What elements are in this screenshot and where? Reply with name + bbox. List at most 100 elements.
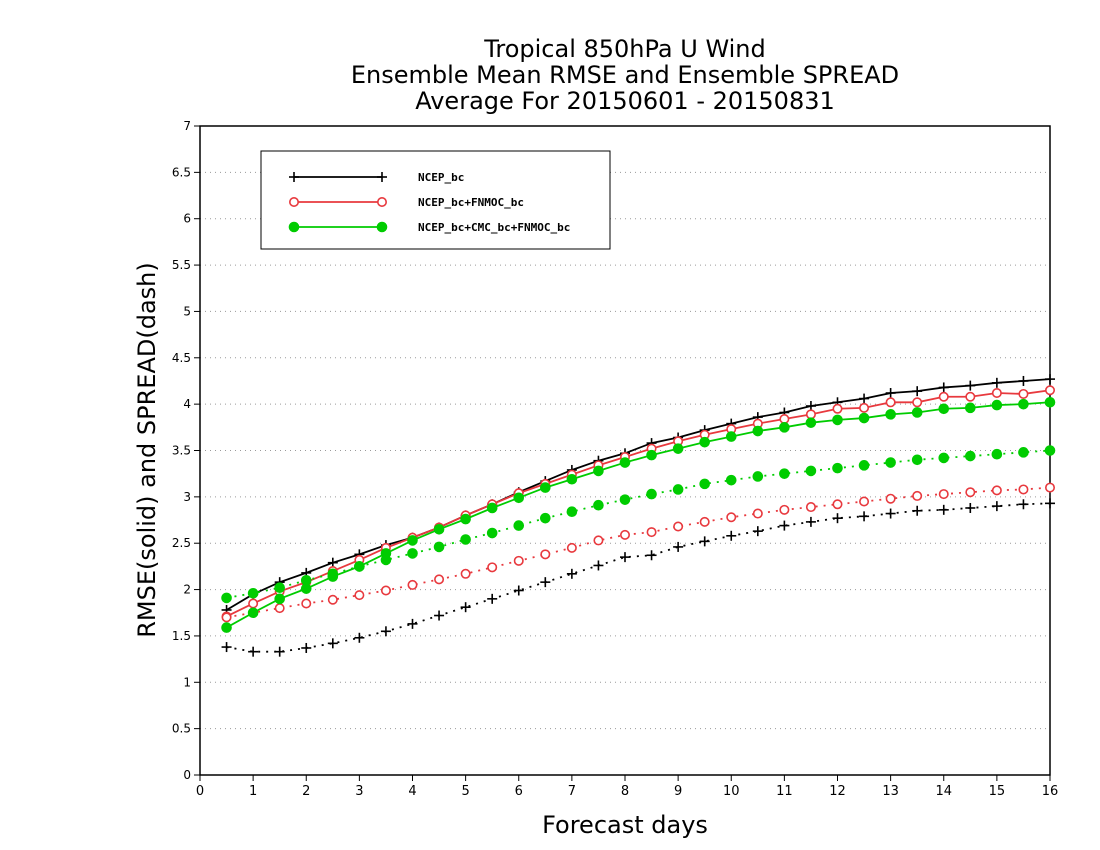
spread-line-ncep-bc: [226, 502, 1051, 653]
rmse-point: [566, 473, 578, 485]
rmse-point: [832, 414, 843, 426]
spread-point: [327, 638, 338, 649]
rmse-point: [433, 524, 445, 535]
rmse-point: [805, 417, 817, 428]
spread-point: [354, 632, 365, 643]
y-tick-label: 4.5: [172, 351, 191, 365]
spread-point: [274, 603, 285, 614]
spread-point: [460, 602, 471, 613]
chart-subtitle: Ensemble Mean RMSE and Ensemble SPREAD: [350, 61, 900, 89]
spread-point: [858, 460, 870, 471]
spread-point: [965, 487, 976, 498]
spread-point: [619, 529, 630, 540]
rmse-point: [540, 482, 551, 493]
spread-point: [620, 552, 630, 563]
spread-point: [805, 516, 816, 527]
chart-title-block: Tropical 850hPa U Wind Ensemble Mean RMS…: [200, 36, 1050, 114]
rmse-point: [859, 393, 870, 404]
chart-title: Tropical 850hPa U Wind: [484, 35, 766, 63]
rmse-point: [1018, 388, 1029, 399]
x-tick-label: 16: [1042, 784, 1059, 799]
rmse-point: [991, 399, 1003, 411]
spread-point: [593, 560, 604, 571]
spread-point: [301, 642, 312, 653]
rmse-point: [1045, 374, 1055, 385]
rmse-point: [912, 397, 923, 408]
rmse-point: [911, 407, 923, 418]
spread-point: [566, 542, 577, 553]
x-tick-label: 11: [776, 784, 793, 799]
rmse-point: [752, 425, 764, 437]
spread-point: [752, 526, 763, 537]
y-tick-label: 3: [183, 490, 191, 504]
chart-subtitle-period: Average For 20150601 - 20150831: [415, 87, 835, 115]
spread-point: [938, 489, 949, 500]
spread-point: [938, 452, 950, 464]
spread-point: [274, 582, 285, 594]
rmse-point: [646, 449, 657, 461]
spread-point: [221, 592, 232, 604]
spread-point: [380, 585, 391, 596]
rmse-point: [779, 413, 790, 424]
spread-point: [725, 474, 737, 486]
rmse-point: [407, 535, 418, 546]
spread-point: [513, 585, 524, 596]
spread-point: [805, 465, 817, 477]
spread-point: [540, 512, 551, 524]
rmse-point: [486, 502, 498, 514]
x-tick-label: 14: [935, 784, 952, 799]
spread-point: [912, 490, 923, 501]
spread-point: [354, 590, 365, 601]
spread-point: [646, 550, 657, 561]
x-tick-label: 7: [568, 784, 576, 799]
spread-point: [1018, 447, 1029, 458]
rmse-point: [513, 492, 525, 504]
spread-point: [593, 535, 604, 546]
spread-line-ncep-bc-fnmoc-bc: [226, 486, 1051, 619]
spread-point: [487, 593, 498, 604]
spread-point: [699, 478, 710, 490]
rmse-point: [885, 409, 896, 420]
spread-point: [965, 502, 976, 513]
rmse-point: [938, 391, 949, 402]
rmse-line-ncep-bc: [226, 378, 1051, 611]
x-tick-label: 1: [249, 784, 257, 799]
y-tick-label: 5: [183, 304, 191, 318]
x-tick-label: 13: [882, 784, 899, 799]
rmse-point: [593, 465, 604, 477]
y-tick-label: 0.5: [172, 722, 191, 736]
spread-point: [248, 646, 259, 657]
rmse-point: [885, 397, 896, 408]
y-tick-label: 6.5: [172, 165, 191, 179]
legend-marker: [377, 172, 387, 182]
rmse-point: [991, 377, 1002, 388]
rmse-point: [938, 382, 949, 393]
rmse-point: [248, 598, 259, 609]
spread-point: [832, 499, 843, 510]
rmse-point: [965, 380, 976, 391]
y-tick-label: 2: [183, 583, 191, 597]
y-tick-label: 7: [183, 119, 191, 133]
y-tick-label: 2.5: [172, 536, 191, 550]
rmse-point: [1018, 398, 1029, 410]
spread-point: [646, 527, 657, 538]
rmse-point: [938, 403, 950, 415]
x-tick-label: 4: [408, 784, 416, 799]
legend-marker: [288, 197, 299, 208]
x-tick-label: 3: [355, 784, 363, 799]
spread-point: [779, 520, 790, 531]
spread-point: [726, 530, 737, 541]
legend-label: NCEP_bc: [418, 171, 464, 184]
spread-line-ncep-bc-cmc-bc-fnmoc-bc: [226, 449, 1051, 599]
spread-point: [885, 508, 896, 519]
spread-point: [327, 594, 338, 605]
spread-point: [486, 527, 498, 539]
spread-point: [991, 501, 1002, 512]
spread-point: [859, 511, 870, 522]
legend-marker: [289, 172, 299, 182]
rmse-point: [619, 457, 631, 468]
rmse-point: [805, 409, 816, 420]
rmse-point: [912, 386, 923, 397]
spread-point: [247, 587, 259, 599]
